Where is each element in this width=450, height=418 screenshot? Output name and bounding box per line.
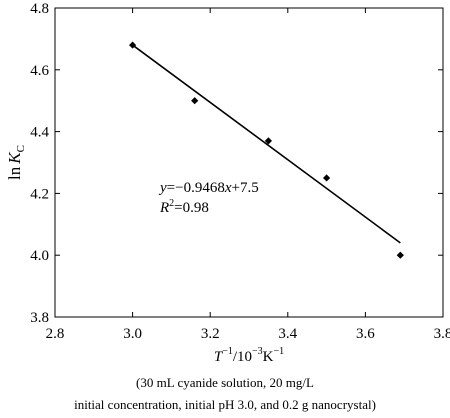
data-point [264, 137, 272, 145]
plot-frame [54, 7, 444, 318]
r-squared-r: R [159, 200, 169, 216]
y-tick-label: 3.8 [30, 310, 49, 326]
x-tick-label: 3.2 [201, 326, 220, 342]
y-axis-label-ln: ln [5, 166, 24, 180]
y-tick-label: 4.4 [30, 125, 49, 141]
fit-line [132, 44, 401, 244]
fit-equation: y=−0.9468x+7.5 [158, 180, 259, 196]
y-tick-label: 4.0 [30, 248, 49, 264]
x-axis-label: T−1/10−3K−1 [214, 346, 284, 365]
y-axis-label-sub: C [15, 145, 27, 152]
x-tick-label: 3.6 [356, 326, 375, 342]
x-axis-label-sup3: −1 [274, 346, 285, 357]
caption-line-1: (30 mL cyanide solution, 20 mg/L [136, 375, 314, 390]
data-point [323, 174, 331, 182]
x-axis-label-sup1: −1 [222, 346, 233, 357]
r-squared-sup: 2 [169, 198, 174, 209]
y-axis-label: lnKC [5, 145, 27, 180]
x-tick-label: 3.0 [123, 326, 142, 342]
x-axis-label-k: K [263, 349, 274, 365]
y-tick-label: 4.2 [30, 186, 49, 202]
x-axis-label-mid: /10 [233, 349, 252, 365]
r-squared: R2=0.98 [159, 198, 209, 216]
fit-equation-slope: =−0.9468 [167, 180, 225, 196]
data-point [191, 97, 199, 105]
y-axis-label-k: K [5, 151, 24, 165]
y-tick-label: 4.6 [30, 63, 49, 79]
x-axis-label-sup2: −3 [252, 346, 263, 357]
data-point [129, 41, 137, 49]
x-axis-label-t: T [214, 349, 224, 365]
x-tick-label: 3.4 [278, 326, 297, 342]
y-tick-label: 4.8 [30, 1, 49, 17]
chart: 2.8 3.0 3.2 3.4 3.6 3.83.84.04.24.44.64.8 lnK… [5, 1, 450, 365]
r-squared-value: =0.98 [174, 200, 209, 216]
x-tick-label: 2.8 [46, 326, 65, 342]
fit-equation-y: y [158, 180, 167, 196]
x-tick-label: 3.8 [434, 326, 450, 342]
caption-line-2: initial concentration, initial pH 3.0, a… [74, 397, 376, 412]
data-point [396, 251, 404, 259]
fit-equation-x: x [224, 180, 232, 196]
fit-equation-intercept: +7.5 [232, 180, 259, 196]
